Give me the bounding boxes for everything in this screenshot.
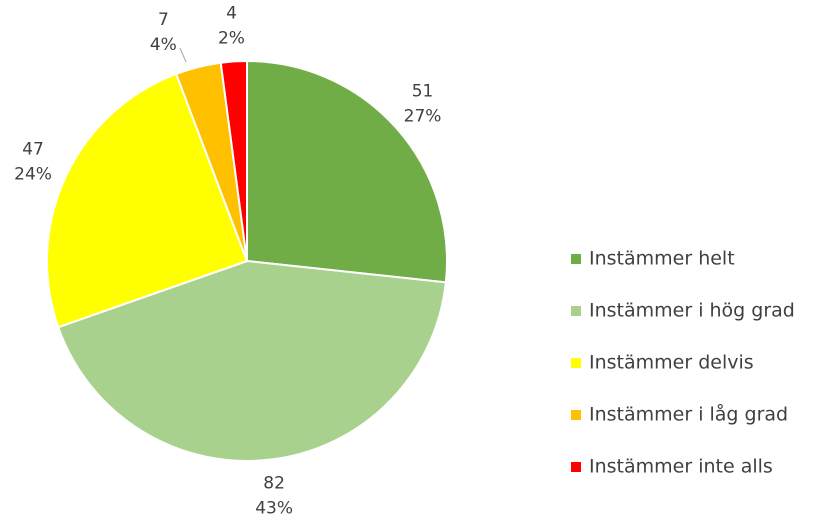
percent-label: 43% <box>255 498 293 518</box>
percent-label: 27% <box>404 106 442 126</box>
legend-label: Instämmer inte alls <box>589 456 773 478</box>
legend-swatch <box>571 462 581 472</box>
legend-swatch <box>571 358 581 368</box>
pie-slice <box>56 259 447 462</box>
pie-slice <box>246 59 448 284</box>
value-label: 82 <box>263 473 285 493</box>
legend-label: Instämmer helt <box>589 248 735 270</box>
legend-swatch <box>571 410 581 420</box>
pie-slice <box>219 59 248 262</box>
leader-line <box>179 47 187 63</box>
pie-slice <box>46 72 249 329</box>
legend-swatch <box>571 254 581 264</box>
legend-swatch <box>571 306 581 316</box>
legend-label: Instämmer i hög grad <box>589 300 795 322</box>
percent-label: 24% <box>14 164 52 184</box>
percent-label: 2% <box>218 29 245 49</box>
legend-label: Instämmer i låg grad <box>589 403 788 426</box>
value-label: 7 <box>158 10 169 30</box>
value-label: 51 <box>412 81 434 101</box>
percent-label: 4% <box>150 35 177 55</box>
legend-label: Instämmer delvis <box>589 352 754 374</box>
value-label: 47 <box>22 139 44 159</box>
value-label: 4 <box>226 4 237 24</box>
